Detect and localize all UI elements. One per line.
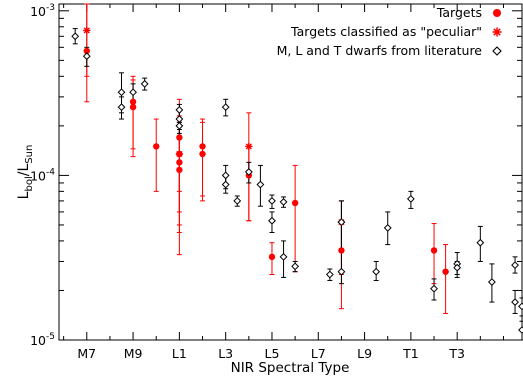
x-tick-label: M9 <box>124 346 143 361</box>
target-point <box>442 268 449 275</box>
target-point <box>291 199 299 207</box>
literature-point <box>476 238 485 247</box>
literature-point <box>268 216 276 225</box>
peculiar-point <box>175 150 183 158</box>
x-tick-label: L9 <box>357 346 372 361</box>
literature-point <box>175 121 184 130</box>
target-point <box>129 98 137 106</box>
literature-point <box>117 103 126 112</box>
literature-point <box>256 180 265 189</box>
target-point <box>199 143 206 150</box>
target-point <box>268 253 276 261</box>
legend-entry-literature: M, L and T dwarfs from literature <box>277 43 483 58</box>
literature-point <box>406 194 415 203</box>
literature-point <box>244 168 253 176</box>
literature-point <box>291 262 300 271</box>
x-tick-label: T3 <box>448 346 465 361</box>
y-tick-label: 10-3 <box>30 3 55 19</box>
target-point <box>338 247 345 254</box>
literature-point <box>175 106 184 114</box>
literature-point <box>518 302 523 311</box>
peculiar-point <box>83 26 91 35</box>
literature-point <box>453 263 462 272</box>
y-axis-label-main: L <box>16 191 32 199</box>
literature-point <box>268 196 276 205</box>
x-tick-label: L7 <box>311 346 326 361</box>
literature-point <box>117 88 126 97</box>
target-point <box>83 47 90 55</box>
literature-point <box>71 32 80 41</box>
legend-entry-peculiar: Targets classified as "peculiar" <box>290 24 482 39</box>
literature-point <box>337 267 346 276</box>
literature-point <box>233 196 242 205</box>
legend-marker-literature <box>492 46 502 56</box>
y-axis-label: Lbol/LSun <box>16 145 35 200</box>
target-point <box>153 143 160 150</box>
literature-point <box>175 115 184 123</box>
plot-frame <box>58 3 523 341</box>
literature-point <box>221 180 230 189</box>
literature-point <box>221 171 230 180</box>
literature-point <box>82 52 91 61</box>
y-tick-label: 10-5 <box>30 332 55 348</box>
x-axis-tick-labels: M7 M9 L1 L3 L5 L7 L9 T1 T3 <box>77 346 465 361</box>
y-axis-tick-labels: 10-5 10-4 10-3 <box>30 3 55 348</box>
literature-point <box>140 79 149 88</box>
legend-entry-targets: Targets <box>436 5 482 20</box>
legend: Targets Targets classified as "peculiar"… <box>277 5 502 58</box>
literature-point <box>511 261 519 270</box>
literature-point <box>279 198 288 206</box>
literature-point <box>221 103 230 112</box>
literature-point <box>372 267 381 276</box>
literature-point <box>511 298 519 306</box>
x-tick-label: M7 <box>77 346 96 361</box>
x-tick-label: L5 <box>265 346 280 361</box>
literature-point <box>518 326 523 334</box>
x-tick-label: L1 <box>172 346 187 361</box>
literature-point <box>487 278 496 286</box>
target-point <box>176 159 183 166</box>
y-tick-label: 10-4 <box>30 167 55 183</box>
legend-marker-peculiar <box>492 27 502 37</box>
target-point <box>176 134 183 141</box>
literature-point <box>383 223 392 232</box>
x-tick-label: L3 <box>218 346 233 361</box>
target-point <box>199 150 206 158</box>
x-tick-label: T1 <box>402 346 419 361</box>
literature-point <box>430 284 438 293</box>
peculiar-point <box>245 142 253 151</box>
x-axis-label: NIR Spectral Type <box>231 360 350 376</box>
literature-point <box>325 270 334 279</box>
target-point <box>129 103 137 111</box>
y-axis-label-sep: /L <box>16 164 32 177</box>
y-axis-label-sub1: bol <box>24 176 35 191</box>
literature-point <box>337 218 346 227</box>
data-markers <box>71 26 523 334</box>
target-point <box>176 166 183 174</box>
literature-point <box>129 88 137 97</box>
legend-marker-targets <box>493 9 501 17</box>
literature-point <box>279 252 288 261</box>
y-axis-label-sub2: Sun <box>24 145 35 164</box>
target-point <box>430 247 438 254</box>
